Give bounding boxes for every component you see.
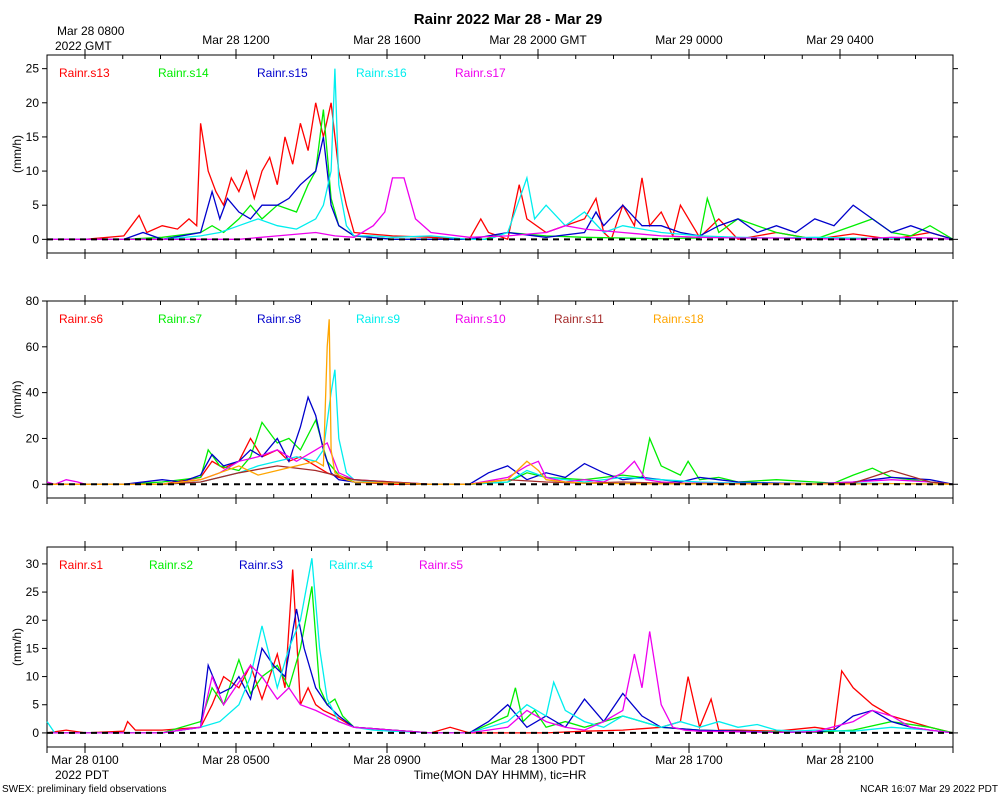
- y-tick-label: 0: [32, 726, 39, 740]
- y-tick-label: 25: [26, 62, 40, 76]
- y-axis-title: (mm/h): [10, 381, 24, 419]
- bottom-axis-label: Mar 28 2100: [806, 753, 874, 767]
- legend-label: Rainr.s7: [158, 312, 202, 326]
- bottom-axis-label: Mar 28 1700: [655, 753, 723, 767]
- legend-label: Rainr.s8: [257, 312, 301, 326]
- y-tick-label: 0: [32, 477, 39, 491]
- bottom-axis-label: Mar 28 1300 PDT: [491, 753, 586, 767]
- panel-middle: 0 20 40 60 80 (mm/h) Rainr.s6 Rainr.s7 Rainr.s8 R…: [10, 294, 958, 504]
- legend-label: Rainr.s13: [59, 66, 110, 80]
- chart-title: Rainr 2022 Mar 28 - Mar 29: [414, 11, 602, 28]
- y-tick-label: 60: [26, 340, 40, 354]
- legend-label: Rainr.s2: [149, 558, 193, 572]
- legend-label: Rainr.s15: [257, 66, 308, 80]
- y-tick-label: 20: [26, 431, 40, 445]
- legend-label: Rainr.s6: [59, 312, 103, 326]
- top-axis-label: Mar 29 0400: [806, 33, 874, 47]
- bottom-axis-label: Mar 28 0900: [353, 753, 421, 767]
- series-line-rainr-s8: [47, 395, 954, 485]
- series-line-rainr-s9: [47, 369, 954, 485]
- y-tick-label: 20: [26, 96, 40, 110]
- series-line-rainr-s3: [47, 608, 954, 734]
- series-line-rainr-s4: [46, 558, 954, 734]
- y-tick-label: 15: [26, 641, 40, 655]
- legend-label: Rainr.s5: [419, 558, 463, 572]
- series-line-rainr-s7: [47, 418, 954, 485]
- plot-frame: [46, 54, 954, 254]
- legend-label: Rainr.s16: [356, 66, 407, 80]
- legend-label: Rainr.s17: [455, 66, 506, 80]
- panel-top: 0 5 10 15 20 25 (mm/h) Rainr.s13 Rainr.s14 Rainr.…: [10, 49, 958, 259]
- y-axis-title: (mm/h): [10, 135, 24, 173]
- y-axis-title: (mm/h): [10, 628, 24, 666]
- top-axis-first-label-line1: Mar 28 0800: [57, 24, 125, 38]
- panel-bottom: 0 5 10 15 20 25 30 (mm/h) Rainr.s1 Rainr.s2 Rainr.…: [10, 541, 958, 753]
- bottom-axis-label: Mar 28 0500: [202, 753, 270, 767]
- top-axis-label: Mar 28 1600: [353, 33, 421, 47]
- top-axis-label: Mar 29 0000: [655, 33, 723, 47]
- y-tick-label: 20: [26, 613, 40, 627]
- y-tick-label: 5: [32, 698, 39, 712]
- top-axis-first-label-line2: 2022 GMT: [55, 39, 112, 53]
- y-tick-label: 5: [32, 198, 39, 212]
- series-line-rainr-s1: [46, 569, 954, 734]
- y-tick-label: 0: [32, 232, 39, 246]
- legend-label: Rainr.s10: [455, 312, 506, 326]
- series-line-rainr-s13: [47, 102, 954, 241]
- y-tick-label: 15: [26, 130, 40, 144]
- y-tick-label: 80: [26, 294, 40, 308]
- legend-label: Rainr.s11: [554, 312, 604, 326]
- series-line-rainr-s16: [47, 68, 954, 240]
- legend-label: Rainr.s3: [239, 558, 283, 572]
- legend-label: Rainr.s9: [356, 312, 400, 326]
- series-line-rainr-s10: [46, 442, 954, 485]
- legend-label: Rainr.s14: [158, 66, 209, 80]
- legend-label: Rainr.s4: [329, 558, 373, 572]
- footer-left: SWEX: preliminary field observations: [2, 784, 167, 795]
- bottom-axis-label: Mar 28 0100: [51, 753, 119, 767]
- footer-right: NCAR 16:07 Mar 29 2022 PDT: [860, 784, 998, 795]
- series-line-rainr-s15: [47, 136, 954, 240]
- legend-label: Rainr.s1: [59, 558, 103, 572]
- legend-label: Rainr.s18: [653, 312, 704, 326]
- series-line-rainr-s5: [47, 631, 954, 734]
- y-tick-label: 30: [26, 557, 40, 571]
- y-tick-label: 10: [26, 670, 40, 684]
- x-axis-title: Time(MON DAY HHMM), tic=HR: [414, 768, 587, 782]
- y-tick-label: 10: [26, 164, 40, 178]
- top-axis-label: Mar 28 1200: [202, 33, 270, 47]
- y-tick-label: 40: [26, 386, 40, 400]
- y-tick-label: 25: [26, 585, 40, 599]
- bottom-axis-year-label: 2022 PDT: [55, 768, 110, 782]
- series-line-rainr-s17: [47, 177, 954, 240]
- series-line-rainr-s18: [47, 319, 954, 485]
- plot-frame: [46, 546, 954, 748]
- top-axis-label: Mar 28 2000 GMT: [489, 33, 587, 47]
